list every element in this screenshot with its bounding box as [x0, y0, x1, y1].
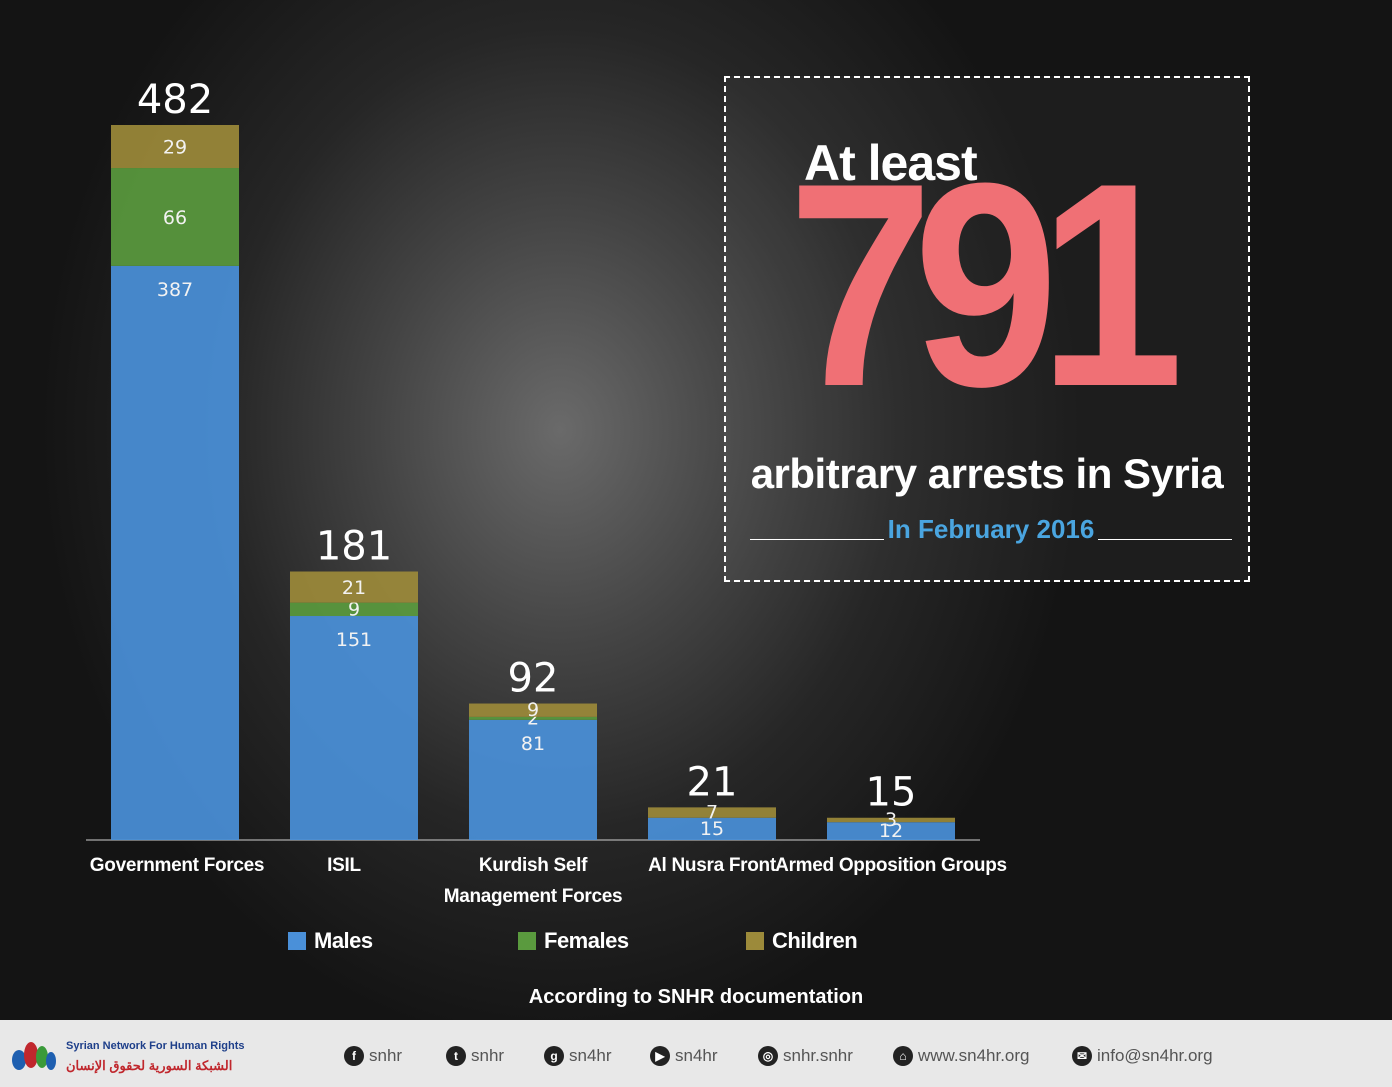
headline-number: 791	[788, 123, 1184, 447]
bar-government-forces-children	[111, 125, 239, 169]
bar-al-nusra-front-males	[648, 817, 776, 840]
bar-armed-opposition-groups-children	[827, 817, 955, 823]
snhr-logo	[12, 1034, 58, 1074]
data-label-armed-opposition-groups-children: 3	[885, 809, 897, 831]
bar-kurdish-self-management-forces-males	[469, 719, 597, 840]
headline-period-row: In February 2016	[750, 514, 1232, 545]
category-label-kurdish-self-management-forces-line-1: Kurdish Self	[479, 855, 588, 876]
legend-label-males: Males	[314, 928, 373, 953]
email-text: info@sn4hr.org	[1097, 1046, 1213, 1065]
legend-item-children: Children	[746, 928, 858, 954]
bar-kurdish-self-management-forces-females	[469, 716, 597, 720]
bar-government-forces-females	[111, 168, 239, 266]
legend-label-females: Females	[544, 928, 629, 953]
social-twitter-link[interactable]: t snhr	[446, 1046, 504, 1066]
total-label-government-forces: 482	[137, 77, 213, 123]
category-label-armed-opposition-groups: Armed Opposition Groups	[775, 855, 1007, 876]
footer-bar: Syrian Network For Human Rights الشبكة ا…	[0, 1020, 1392, 1087]
data-label-al-nusra-front-children: 7	[706, 802, 718, 824]
twitter-icon: t	[446, 1046, 466, 1066]
data-label-armed-opposition-groups-males: 12	[879, 820, 903, 842]
logo-figure-green	[36, 1046, 48, 1068]
legend-item-females: Females	[518, 928, 629, 954]
data-label-kurdish-self-management-forces-children: 9	[527, 699, 539, 721]
instagram-icon: ◎	[758, 1046, 778, 1066]
total-label-armed-opposition-groups: 15	[866, 770, 917, 816]
social-twitter-text: snhr	[471, 1046, 505, 1065]
headline-box: At least 791 arbitrary arrests in Syria …	[724, 76, 1250, 582]
data-label-government-forces-females: 66	[163, 207, 187, 229]
data-label-kurdish-self-management-forces-males: 81	[521, 733, 545, 755]
social-instagram-link[interactable]: ◎ snhr.snhr	[758, 1046, 853, 1066]
bar-kurdish-self-management-forces-children	[469, 703, 597, 717]
legend-label-children: Children	[772, 928, 858, 953]
social-facebook-link[interactable]: f snhr	[344, 1046, 402, 1066]
social-instagram-text: snhr.snhr	[783, 1046, 853, 1065]
legend-swatch-males	[288, 932, 306, 950]
website-link[interactable]: ⌂ www.sn4hr.org	[893, 1046, 1030, 1066]
category-label-isil: ISIL	[327, 855, 361, 876]
google-plus-icon: g	[544, 1046, 564, 1066]
home-icon: ⌂	[893, 1046, 913, 1066]
category-label-kurdish-self-management-forces-line-2: Management Forces	[444, 886, 623, 907]
bar-armed-opposition-groups-males	[827, 822, 955, 840]
bar-al-nusra-front-children	[648, 807, 776, 818]
total-label-isil: 181	[316, 524, 392, 570]
data-label-government-forces-children: 29	[163, 137, 187, 159]
data-label-government-forces-males: 387	[157, 279, 193, 301]
social-youtube-link[interactable]: ▶ sn4hr	[650, 1046, 718, 1066]
logo-figure-red	[24, 1042, 38, 1068]
bar-isil-males	[290, 616, 418, 840]
data-label-al-nusra-front-males: 15	[700, 818, 724, 840]
logo-figure-blue	[12, 1050, 26, 1070]
headline-at-least: At least	[804, 135, 978, 191]
social-google-plus-text: sn4hr	[569, 1046, 612, 1065]
total-label-kurdish-self-management-forces: 92	[508, 656, 559, 702]
social-google-plus-link[interactable]: g sn4hr	[544, 1046, 612, 1066]
data-label-isil-males: 151	[336, 629, 372, 651]
period-rule-left	[750, 539, 884, 540]
category-label-al-nusra-front: Al Nusra Front	[648, 855, 777, 876]
source-note: According to SNHR documentation	[528, 986, 864, 1008]
headline-period: In February 2016	[887, 514, 1095, 544]
legend-swatch-females	[518, 932, 536, 950]
headline-subtitle: arbitrary arrests in Syria	[750, 450, 1224, 497]
org-name-english: Syrian Network For Human Rights	[66, 1040, 245, 1052]
youtube-icon: ▶	[650, 1046, 670, 1066]
data-label-isil-children: 21	[342, 577, 366, 599]
social-facebook-text: snhr	[369, 1046, 403, 1065]
email-link[interactable]: ✉ info@sn4hr.org	[1072, 1046, 1213, 1066]
total-label-al-nusra-front: 21	[687, 759, 738, 805]
data-label-isil-females: 9	[348, 598, 360, 620]
org-name-arabic: الشبكة السورية لحقوق الإنسان	[66, 1058, 233, 1073]
bar-isil-females	[290, 602, 418, 617]
period-rule-right	[1098, 539, 1232, 540]
legend-item-males: Males	[288, 928, 373, 954]
email-icon: ✉	[1072, 1046, 1092, 1066]
legend-swatch-children	[746, 932, 764, 950]
chart-legend: Males Females Children	[288, 928, 928, 958]
category-label-government-forces: Government Forces	[90, 855, 264, 876]
social-youtube-text: sn4hr	[675, 1046, 718, 1065]
facebook-icon: f	[344, 1046, 364, 1066]
website-text: www.sn4hr.org	[918, 1046, 1030, 1065]
logo-figure-blue-small	[46, 1052, 56, 1070]
bar-government-forces-males	[111, 265, 239, 841]
bar-isil-children	[290, 571, 418, 603]
